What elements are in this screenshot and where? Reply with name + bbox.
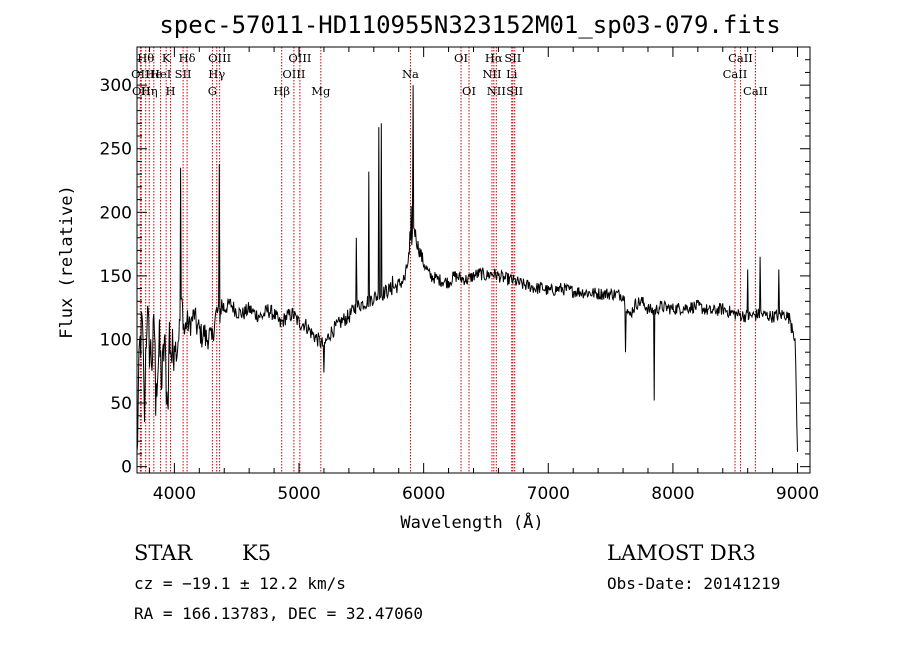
spectral-line-label: Hθ [137,51,154,65]
spectral-line-label: Hα [485,51,503,65]
spectral-line-label: Hδ [179,51,196,65]
spectral-line-label: G [208,84,217,98]
x-tick-label: 5000 [277,484,320,504]
x-tick-label: 8000 [651,484,694,504]
spectral-line-label: Na [402,67,419,81]
y-tick-label: 150 [100,267,132,287]
x-tick-label: 6000 [402,484,445,504]
spectral-line-label: OI [462,84,476,98]
y-tick-label: 200 [100,203,132,223]
redshift-cz: cz = −19.1 ± 12.2 km/s [134,574,346,593]
spectral-line-label: OI [454,51,468,65]
x-tick-label: 4000 [153,484,196,504]
spectral-line-label: CaII [723,67,748,81]
y-tick-label: 300 [100,76,132,96]
spectral-line-label: Hη [141,84,158,98]
object-subclass: K5 [242,541,271,565]
spectral-line-label: HeI [150,67,171,81]
spectral-line-label: Li [506,67,518,81]
y-tick-label: 100 [100,330,132,350]
observation-date: Obs-Date: 20141219 [607,574,780,593]
spectral-line-label: NII [482,67,501,81]
y-tick-label: 250 [100,140,132,160]
survey-name: LAMOST DR3 [607,541,756,565]
spectral-line-label: Hγ [208,67,225,81]
spectral-line-label: SII [506,84,523,98]
spectral-line-label: NII [487,84,506,98]
object-class: STAR [134,541,193,565]
y-axis-ticks: 0 50 100 150 200 250 300 [100,59,810,478]
spectral-line-label: CaII [743,84,768,98]
y-tick-label: 0 [121,458,132,478]
spectral-line-label: OII [131,67,150,81]
y-tick-label: 50 [110,394,132,414]
spectrum-line [136,85,798,452]
x-tick-label: 9000 [776,484,819,504]
y-axis-label: Flux (relative) [57,185,77,339]
spectral-line-label: Mg [311,84,331,98]
spectral-line-label: Hβ [273,84,290,98]
spectral-line-markers [139,47,756,473]
spectral-line-labels: OIIOIIHθHηHeHeIKHSIIHδGHγOIIIHβOIIIOIIIM… [131,51,768,98]
spectral-line-label: K [162,51,171,65]
spectral-line-label: OIII [208,51,231,65]
spectral-line-label: CaII [728,51,753,65]
coordinates: RA = 166.13783, DEC = 32.47060 [134,604,423,623]
spectral-line-label: SII [175,67,192,81]
x-tick-label: 7000 [527,484,570,504]
spectral-line-label: OIII [288,51,311,65]
x-axis-label: Wavelength (Å) [400,511,543,533]
spectral-line-label: H [166,84,176,98]
spectral-line-label: SII [504,51,521,65]
spectral-line-label: OIII [282,67,305,81]
chart-title: spec-57011-HD110955N323152M01_sp03-079.f… [159,11,780,39]
plot-frame [136,46,811,474]
spectral-line-label: He [145,67,162,81]
x-axis-ticks: 4000 5000 6000 7000 8000 9000 [148,47,819,504]
